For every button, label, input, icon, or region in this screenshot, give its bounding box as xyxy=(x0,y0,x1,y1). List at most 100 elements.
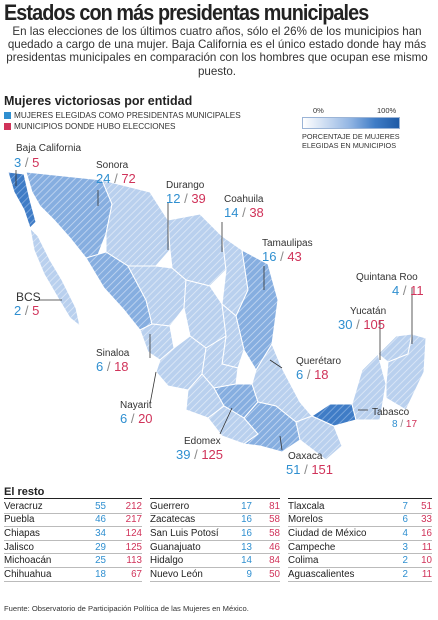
rest-table-col-3: Tlaxcala 7 51 Morelos 6 33 Ciudad de México 4… xyxy=(288,500,432,582)
state-total: 17 xyxy=(405,419,418,430)
rest-women: 2 xyxy=(388,567,408,582)
state-name: Tabasco xyxy=(372,407,410,418)
rest-women: 29 xyxy=(84,540,106,555)
rest-women: 14 xyxy=(232,553,252,568)
state-total: 151 xyxy=(311,462,334,477)
mexico-map xyxy=(7,170,427,461)
state-value: 6 / 18 xyxy=(296,367,329,382)
rest-total: 11 xyxy=(408,567,432,582)
state-name: Edomex xyxy=(184,436,221,447)
rest-state-name: Ciudad de México xyxy=(288,526,388,541)
table-row: Tlaxcala 7 51 xyxy=(288,500,432,514)
state-women: 14 xyxy=(224,205,239,220)
rest-total: 33 xyxy=(408,513,432,528)
state-total: 18 xyxy=(314,367,329,382)
state-value: 2 / 5 xyxy=(14,303,40,318)
state-total: 18 xyxy=(114,359,129,374)
rest-total: 81 xyxy=(252,500,280,514)
legend-women-label: MUJERES ELEGIDAS COMO PRESIDENTAS MUNICI… xyxy=(14,111,241,120)
rest-women: 4 xyxy=(388,526,408,541)
rest-total: 58 xyxy=(252,526,280,541)
state-women: 6 xyxy=(96,359,104,374)
state-women: 30 xyxy=(338,317,353,332)
state-total: 5 xyxy=(32,155,40,170)
state-name: Oaxaca xyxy=(288,451,323,462)
rest-women: 16 xyxy=(232,526,252,541)
rest-state-name: Aguascalientes xyxy=(288,567,388,582)
region-quintana-roo xyxy=(385,333,427,411)
region-oaxaca xyxy=(242,401,301,453)
rest-women: 25 xyxy=(84,553,106,568)
state-women: 6 xyxy=(120,411,128,426)
state-name: Querétaro xyxy=(296,356,342,367)
state-women: 16 xyxy=(262,249,277,264)
scale-max-label: 100% xyxy=(377,106,397,115)
state-women: 24 xyxy=(96,171,111,186)
rest-state-name: Morelos xyxy=(288,513,388,528)
table-row: Nuevo León 9 50 xyxy=(150,567,280,582)
rest-total: 51 xyxy=(408,500,432,514)
rest-total: 217 xyxy=(106,513,142,528)
table-row: Colima 2 10 xyxy=(288,553,432,568)
rest-state-name: Colima xyxy=(288,553,388,568)
state-total: 5 xyxy=(32,303,40,318)
table-row: Puebla 46 217 xyxy=(4,513,142,528)
rest-women: 6 xyxy=(388,513,408,528)
rest-divider xyxy=(150,498,280,499)
rest-women: 46 xyxy=(84,513,106,528)
table-row: Aguascalientes 2 11 xyxy=(288,567,432,582)
state-women: 2 xyxy=(14,303,22,318)
state-name: Baja California xyxy=(16,143,82,154)
rest-state-name: Tlaxcala xyxy=(288,500,388,514)
state-value: 4 / 11 xyxy=(392,283,424,298)
section-title: Mujeres victoriosas por entidad xyxy=(4,94,193,108)
state-total: 125 xyxy=(201,447,224,462)
state-name: Sinaloa xyxy=(96,348,130,359)
rest-state-name: Guerrero xyxy=(150,500,232,514)
scale-caption: PORCENTAJE DE MUJERES ELEGIDAS EN MUNICI… xyxy=(302,132,400,150)
state-value: 8 / 17 xyxy=(392,419,418,430)
state-total: 39 xyxy=(191,191,206,206)
state-total: 72 xyxy=(121,171,136,186)
rest-women: 2 xyxy=(388,553,408,568)
state-value: 6 / 18 xyxy=(96,359,129,374)
state-value: 3 / 5 xyxy=(14,155,40,170)
rest-total: 16 xyxy=(408,526,432,541)
scale-min-label: 0% xyxy=(313,106,324,115)
state-women: 4 xyxy=(392,283,400,298)
state-name: Tamaulipas xyxy=(262,238,313,249)
state-total: 38 xyxy=(249,205,264,220)
source-note: Fuente: Observatorio de Participación Po… xyxy=(4,604,249,613)
rest-total: 124 xyxy=(106,526,142,541)
table-row: Chihuahua 18 67 xyxy=(4,567,142,582)
rest-women: 34 xyxy=(84,526,106,541)
state-total: 43 xyxy=(287,249,302,264)
state-name: Yucatán xyxy=(350,306,387,317)
table-row: Guanajuato 13 46 xyxy=(150,540,280,555)
legend-women-swatch xyxy=(4,112,11,119)
state-total: 11 xyxy=(410,283,424,298)
rest-state-name: Veracruz xyxy=(4,500,84,514)
rest-state-name: Guanajuato xyxy=(150,540,232,555)
state-women: 8 xyxy=(392,419,398,430)
table-row: San Luis Potosí 16 58 xyxy=(150,526,280,541)
rest-divider xyxy=(4,498,142,499)
table-row: Chiapas 34 124 xyxy=(4,526,142,541)
table-row: Zacatecas 16 58 xyxy=(150,513,280,528)
state-women: 39 xyxy=(176,447,191,462)
rest-women: 16 xyxy=(232,513,252,528)
percentage-scale-bar xyxy=(302,117,400,129)
rest-total: 113 xyxy=(106,553,142,568)
rest-total: 84 xyxy=(252,553,280,568)
state-value: 14 / 38 xyxy=(224,205,264,220)
rest-state-name: Zacatecas xyxy=(150,513,232,528)
state-name: Sonora xyxy=(96,160,129,171)
state-value: 30 / 105 xyxy=(338,317,386,332)
legend-total-swatch xyxy=(4,123,11,130)
rest-women: 7 xyxy=(388,500,408,514)
rest-total: 11 xyxy=(408,540,432,555)
rest-table-col-1: Veracruz 55 212 Puebla 46 217 Chiapas 34 124 J… xyxy=(4,500,142,582)
table-row: Campeche 3 11 xyxy=(288,540,432,555)
state-value: 16 / 43 xyxy=(262,249,302,264)
rest-state-name: Michoacán xyxy=(4,553,84,568)
